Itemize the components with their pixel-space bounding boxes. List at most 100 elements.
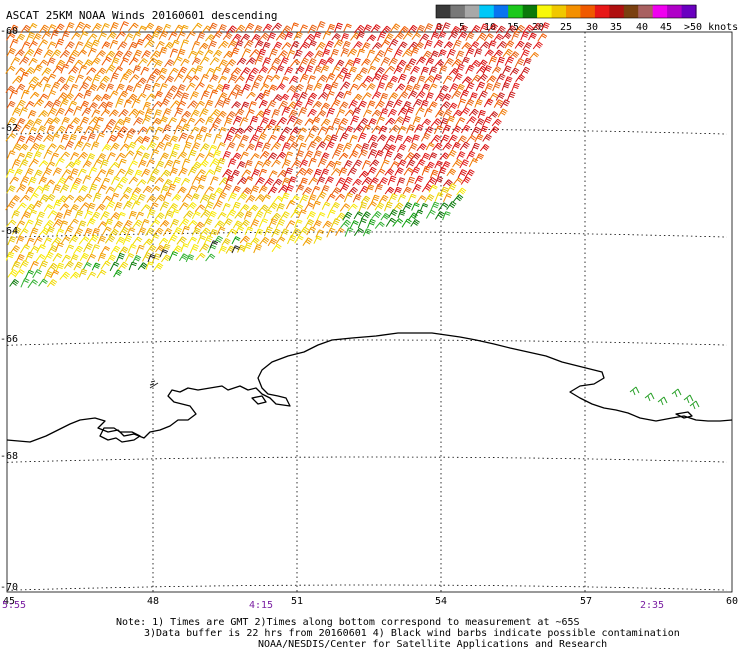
wind-barb [150, 168, 160, 177]
wind-barb [322, 48, 331, 57]
wind-barb [295, 167, 307, 177]
latitude-label: -64 [0, 226, 18, 237]
wind-barb [163, 41, 174, 50]
wind-barb [412, 98, 423, 108]
wind-barb [64, 107, 74, 116]
wind-barb [141, 219, 150, 228]
wind-barb [313, 31, 322, 41]
wind-barb [438, 65, 448, 74]
wind-barb [380, 212, 390, 221]
wind-barb [115, 31, 126, 40]
wind-barb [371, 125, 382, 134]
wind-barb [187, 100, 198, 109]
wind-barb [689, 400, 700, 410]
wind-barb [334, 91, 345, 100]
wind-barb [267, 152, 278, 161]
wind-barb [101, 226, 112, 236]
wind-barb [142, 33, 153, 42]
wind-barb [190, 109, 200, 118]
wind-barb [451, 141, 461, 150]
wind-barb [42, 83, 51, 92]
wind-barb [361, 58, 371, 66]
wind-barb [357, 100, 367, 110]
wind-barb [415, 107, 425, 116]
wind-barb [457, 31, 468, 40]
wind-barb [25, 119, 35, 127]
wind-barb [465, 82, 475, 92]
wind-barb [424, 39, 433, 50]
wind-barb [327, 209, 336, 219]
wind-barb [401, 48, 413, 58]
wind-barb [178, 218, 190, 228]
wind-barb [33, 133, 44, 143]
wind-barb [209, 176, 219, 186]
wind-barb [308, 125, 319, 134]
wind-barb [367, 134, 378, 144]
wind-barb [335, 59, 345, 68]
wind-barb [402, 101, 412, 110]
wind-barb [181, 158, 191, 169]
wind-barb [137, 227, 147, 236]
wind-barb [86, 271, 97, 280]
wind-barb [442, 142, 453, 151]
wind-barb [117, 212, 126, 221]
wind-barb [414, 41, 424, 50]
wind-barb [164, 59, 175, 68]
wind-barb [6, 219, 17, 228]
wind-barb [333, 39, 344, 48]
wind-barb [137, 25, 147, 34]
wind-barb [150, 68, 161, 76]
wind-barb [428, 184, 438, 193]
wind-barb [15, 254, 25, 264]
wind-barb [425, 142, 435, 151]
wind-barb [411, 83, 421, 93]
wind-barb [448, 31, 459, 40]
wind-barb [105, 83, 115, 92]
wind-barb [132, 219, 143, 229]
wind-barb [18, 143, 29, 151]
wind-barb [385, 217, 396, 227]
wind-barb [410, 219, 420, 227]
wind-barb [448, 102, 458, 111]
wind-barb [113, 50, 124, 59]
wind-barb [343, 160, 353, 170]
wind-barb [350, 32, 361, 41]
wind-barb [415, 24, 426, 34]
wind-barb [199, 42, 209, 50]
wind-barb [338, 167, 348, 177]
wind-barb [376, 134, 387, 142]
legend-label: 35 [610, 22, 622, 33]
wind-barb [295, 65, 305, 74]
wind-barb [35, 253, 46, 263]
wind-barb [182, 141, 192, 152]
wind-barb [268, 170, 278, 179]
wind-barb [471, 126, 481, 136]
wind-barb [293, 49, 303, 60]
wind-barb [185, 134, 195, 144]
wind-barb [410, 152, 421, 161]
wind-barb [27, 22, 38, 32]
wind-barb [683, 394, 694, 404]
wind-barb [330, 168, 341, 176]
wind-barb [358, 170, 369, 179]
wind-barb [145, 126, 155, 135]
wind-barb [207, 193, 217, 203]
wind-barb [164, 75, 174, 84]
wind-barb [335, 143, 344, 153]
wind-barb [87, 132, 96, 142]
wind-barb [29, 91, 40, 99]
wind-barb [69, 218, 79, 227]
wind-barb [16, 202, 27, 212]
legend-swatch [623, 5, 639, 18]
legend-label: 30 [586, 22, 598, 33]
wind-barb [158, 83, 168, 93]
wind-barb [421, 165, 431, 176]
wind-barb [342, 40, 351, 50]
wind-barb [330, 218, 341, 228]
wind-barb [100, 23, 110, 33]
wind-barb [420, 66, 429, 75]
wind-barb [176, 84, 186, 94]
wind-barb [126, 128, 137, 136]
wind-barb [333, 160, 342, 170]
wind-barb [280, 76, 289, 85]
